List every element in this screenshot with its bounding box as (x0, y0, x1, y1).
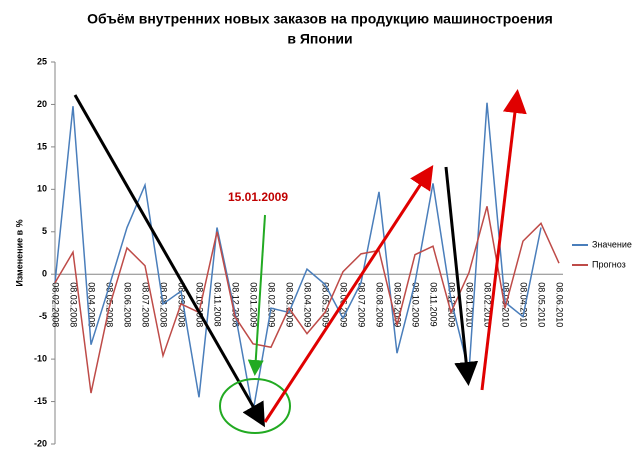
y-tick-label: -15 (34, 396, 47, 406)
y-tick-label: -5 (39, 311, 47, 321)
x-tick-label: 08.07.2008 (141, 282, 151, 327)
x-tick-label: 08.02.2010 (483, 282, 493, 327)
x-tick-label: 08.02.2008 (51, 282, 61, 327)
y-tick-label: 5 (42, 226, 47, 236)
legend-label: Значение (592, 239, 632, 249)
overlay-arrows (73, 89, 527, 434)
arrow (480, 89, 527, 391)
arrow (263, 164, 434, 423)
line-series (54, 102, 542, 412)
x-tick-label: 08.07.2009 (357, 282, 367, 327)
y-tick-label: 10 (37, 184, 47, 194)
chart-title: в Японии (287, 31, 352, 47)
chart-title: Объём внутренних новых заказов на продук… (87, 11, 553, 27)
x-tick-label: 08.05.2009 (321, 282, 331, 327)
x-tick-label: 08.08.2008 (159, 282, 169, 327)
annotation: 15.01.2009 (228, 190, 288, 204)
y-tick-label: 0 (42, 269, 47, 279)
x-tick-label: 08.12.2008 (231, 282, 241, 327)
x-tick-label: 08.08.2009 (375, 282, 385, 327)
y-tick-label: 20 (37, 99, 47, 109)
arrow (73, 94, 265, 428)
x-tick-label: 08.01.2009 (249, 282, 259, 327)
x-tick-label: 08.06.2008 (123, 282, 133, 327)
x-tick-label: 08.10.2009 (411, 282, 421, 327)
y-tick-label: 25 (37, 56, 47, 66)
line-series (54, 206, 560, 394)
x-tick-label: 08.03.2008 (69, 282, 79, 327)
x-tick-label: 08.11.2008 (213, 282, 223, 326)
arrow (247, 214, 266, 376)
x-tick-label: 08.04.2010 (519, 282, 529, 327)
x-tick-label: 08.09.2009 (393, 282, 403, 327)
y-axis-label: Изменение в % (14, 219, 24, 286)
x-tick-label: 08.11.2009 (429, 282, 439, 326)
arrow (444, 166, 479, 386)
y-tick-label: -20 (34, 438, 47, 448)
x-tick-label: 08.04.2008 (87, 282, 97, 327)
x-tick-label: 08.06.2010 (555, 282, 565, 327)
x-tick-label: 08.04.2009 (303, 282, 313, 327)
y-tick-label: -10 (34, 353, 47, 363)
highlight-circle (219, 378, 291, 434)
plot-area: -20 -15 -10 -5 0 5 10 15 20 25 08.02.2008 08.03.200… (34, 56, 632, 448)
legend-label: Прогноз (592, 259, 626, 269)
x-tick-label: 08.06.2009 (339, 282, 349, 327)
y-tick-label: 15 (37, 141, 47, 151)
x-tick-label: 08.10.2008 (195, 282, 205, 327)
x-tick-label: 08.01.2010 (465, 282, 475, 327)
x-tick-label: 08.02.2009 (267, 282, 277, 327)
x-tick-label: 08.05.2010 (537, 282, 547, 327)
x-tick-label: 08.03.2009 (285, 282, 295, 327)
